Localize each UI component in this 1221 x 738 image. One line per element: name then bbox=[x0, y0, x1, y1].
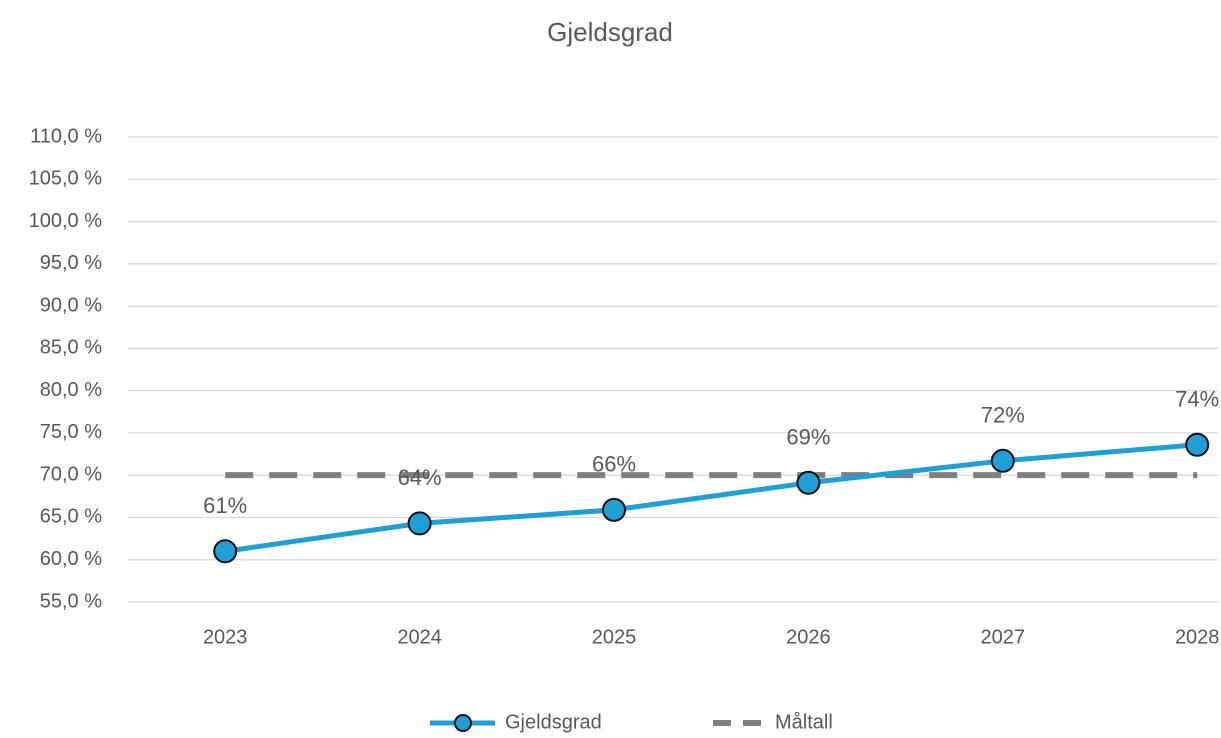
marker bbox=[990, 448, 1015, 473]
y-tick-label: 105,0 % bbox=[29, 168, 103, 190]
y-tick-label: 60,0 % bbox=[40, 548, 102, 570]
marker bbox=[407, 511, 432, 536]
y-tick-label: 90,0 % bbox=[40, 294, 102, 316]
y-tick-label: 100,0 % bbox=[29, 210, 103, 232]
chart-title: Gjeldsgrad bbox=[547, 17, 673, 47]
x-tick-label: 2028 bbox=[1175, 626, 1220, 648]
x-tick-label: 2026 bbox=[786, 626, 831, 648]
legend: Gjeldsgrad Måltall bbox=[430, 711, 833, 733]
data-label: 64% bbox=[398, 465, 442, 490]
series-line bbox=[224, 442, 1198, 554]
x-tick-label: 2024 bbox=[397, 626, 442, 648]
y-tick-label: 65,0 % bbox=[40, 506, 102, 528]
data-label: 69% bbox=[786, 425, 830, 450]
y-tick-label: 55,0 % bbox=[40, 590, 102, 612]
x-tick-label: 2027 bbox=[981, 626, 1026, 648]
x-tick-label: 2025 bbox=[592, 626, 637, 648]
x-tick-label: 2023 bbox=[203, 626, 248, 648]
marker bbox=[1185, 432, 1210, 457]
legend-label: Måltall bbox=[775, 711, 833, 733]
data-label: 61% bbox=[203, 493, 247, 518]
y-tick-label: 95,0 % bbox=[40, 252, 102, 274]
y-tick-label: 80,0 % bbox=[40, 379, 102, 401]
marker bbox=[602, 497, 626, 522]
data-label: 66% bbox=[592, 452, 636, 477]
marker bbox=[213, 539, 238, 564]
y-tick-label: 85,0 % bbox=[40, 337, 102, 359]
legend-label: Gjeldsgrad bbox=[505, 711, 602, 733]
y-tick-label: 70,0 % bbox=[40, 463, 102, 485]
y-tick-label: 110,0 % bbox=[30, 125, 102, 147]
y-tick-label: 75,0 % bbox=[40, 421, 102, 443]
data-label: 72% bbox=[981, 403, 1025, 428]
legend-marker bbox=[454, 714, 472, 732]
marker bbox=[796, 470, 821, 495]
data-label: 74% bbox=[1175, 387, 1219, 412]
